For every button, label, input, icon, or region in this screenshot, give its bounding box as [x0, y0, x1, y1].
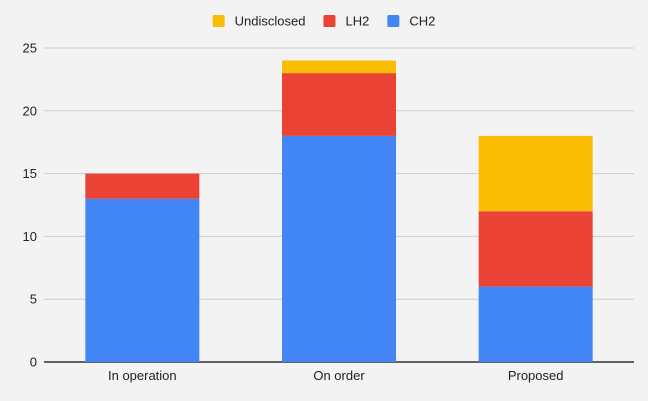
- y-tick-label: 10: [23, 229, 37, 244]
- legend-swatch: [212, 15, 225, 27]
- x-tick-label: In operation: [108, 368, 177, 383]
- bar-ch2-proposed: [478, 286, 593, 362]
- legend-label: CH2: [409, 14, 435, 29]
- y-tick-label: 0: [30, 355, 37, 370]
- legend-label: LH2: [345, 14, 369, 29]
- legend-swatch: [323, 15, 336, 27]
- bar-lh2-proposed: [478, 211, 593, 287]
- bar-undisclosed-on-order: [282, 60, 396, 74]
- x-axis-ticks: In operation On order Proposed: [108, 368, 563, 383]
- bar-ch2-on-order: [282, 135, 396, 362]
- legend-item-undisclosed: Undisclosed: [212, 14, 306, 29]
- bar-lh2-in-operation: [85, 173, 200, 199]
- bar-lh2-on-order: [282, 73, 396, 136]
- legend-item-ch2: CH2: [387, 14, 435, 29]
- bar-undisclosed-proposed: [478, 135, 593, 212]
- legend-swatch: [387, 15, 400, 27]
- y-tick-label: 25: [23, 41, 37, 56]
- bars: [85, 60, 593, 362]
- legend: Undisclosed LH2 CH2: [212, 14, 435, 29]
- x-tick-label: Proposed: [508, 368, 564, 383]
- x-tick-label: On order: [313, 368, 365, 383]
- y-tick-label: 15: [23, 166, 37, 181]
- legend-label: Undisclosed: [235, 14, 306, 29]
- y-tick-label: 5: [30, 292, 37, 307]
- bar-ch2-in-operation: [85, 198, 200, 362]
- legend-item-lh2: LH2: [323, 14, 369, 29]
- y-axis-ticks: 0 5 10 15 20 25: [23, 41, 37, 370]
- y-tick-label: 20: [23, 103, 37, 118]
